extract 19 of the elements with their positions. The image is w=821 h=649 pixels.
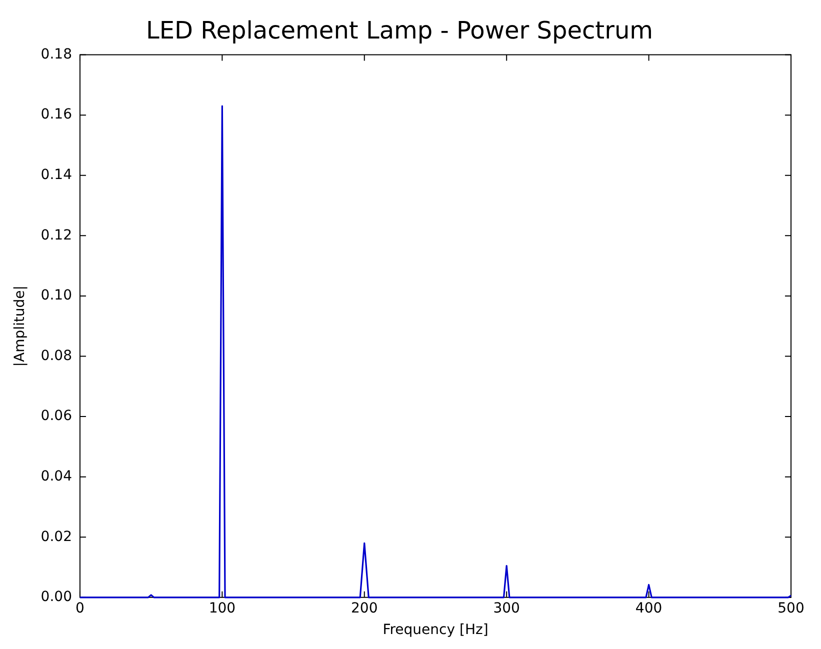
- y-tick-label: 0.16: [40, 106, 72, 123]
- x-tick-label: 200: [351, 600, 378, 616]
- y-tick-label: 0.08: [40, 348, 72, 364]
- y-tick-label: 0.02: [40, 528, 72, 545]
- y-axis-title: |Amplitude|: [12, 286, 28, 367]
- y-tick-label: 0.18: [40, 46, 72, 62]
- x-tick-label: 0: [76, 600, 84, 616]
- y-tick-label: 0.04: [40, 468, 72, 484]
- y-tick-label: 0.14: [40, 167, 72, 184]
- y-tick-label: 0.06: [40, 408, 72, 424]
- x-tick-label: 100: [208, 600, 236, 616]
- chart-title: LED Replacement Lamp - Power Spectrum: [146, 16, 654, 45]
- x-tick-label: 400: [635, 600, 662, 616]
- y-tick-label: 0.10: [40, 288, 72, 304]
- y-tick-label: 0.00: [40, 589, 72, 606]
- y-tick-label: 0.12: [40, 227, 72, 244]
- x-tick-label: 300: [493, 600, 520, 616]
- x-tick-label: 500: [778, 600, 804, 616]
- x-axis-title: Frequency [Hz]: [382, 622, 488, 638]
